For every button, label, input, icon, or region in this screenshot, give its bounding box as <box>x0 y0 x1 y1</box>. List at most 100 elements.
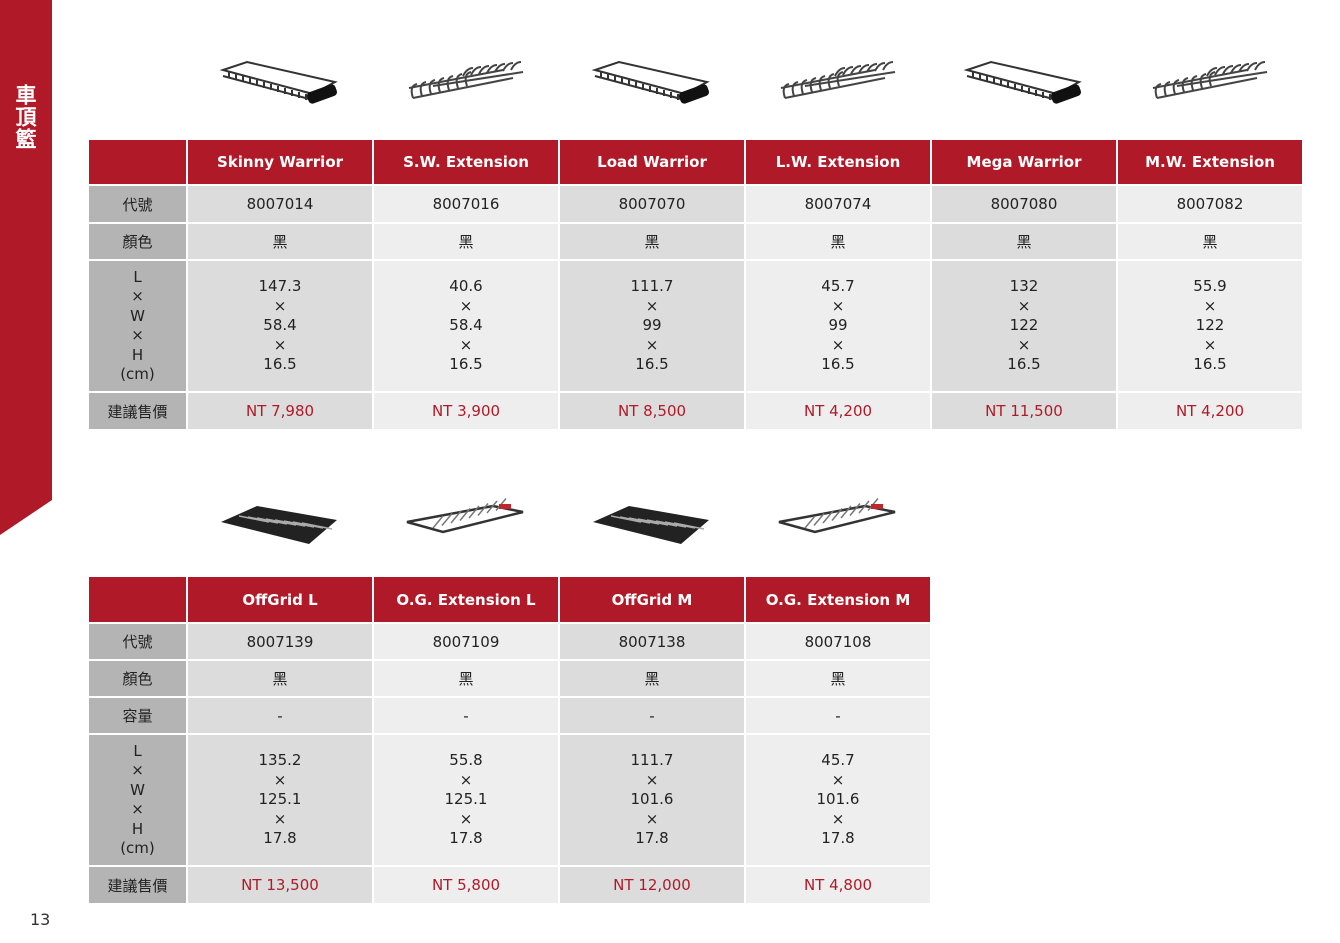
dim-part: 99 <box>828 316 848 335</box>
code-value: 8007016 <box>374 186 558 222</box>
code-value: 8007139 <box>188 624 372 659</box>
spec-table-1: Skinny Warrior S.W. Extension Load Warrior… <box>89 140 1302 429</box>
extension-image <box>372 58 558 108</box>
product-name: Skinny Warrior <box>188 140 372 184</box>
dim-part: × <box>459 335 473 354</box>
dims-value: 45.7 × 101.6 × 17.8 <box>746 735 930 865</box>
code-value: 8007109 <box>374 624 558 659</box>
offgrid-image <box>558 492 744 552</box>
dim-part: × <box>459 770 473 789</box>
dim-part: 125.1 <box>444 790 488 809</box>
capacity-value: - <box>374 698 558 733</box>
dim-part: 122 <box>1009 316 1039 335</box>
dim-part: 45.7 <box>821 751 855 770</box>
dim-part: 125.1 <box>258 790 302 809</box>
price-value: NT 7,980 <box>188 393 372 429</box>
color-value: 黑 <box>1118 224 1302 259</box>
dim-part: H <box>131 345 144 364</box>
dim-part: 17.8 <box>449 829 483 848</box>
dims-value: 55.9 × 122 × 16.5 <box>1118 261 1302 391</box>
dim-part: 122 <box>1195 316 1225 335</box>
offgrid-extension-image <box>744 492 930 552</box>
code-value: 8007082 <box>1118 186 1302 222</box>
dims-value: 135.2 × 125.1 × 17.8 <box>188 735 372 865</box>
product-name: Load Warrior <box>560 140 744 184</box>
code-value: 8007138 <box>560 624 744 659</box>
capacity-value: - <box>560 698 744 733</box>
dim-part: 99 <box>642 316 662 335</box>
dim-part: 16.5 <box>449 355 483 374</box>
dim-part: × <box>831 335 845 354</box>
dim-part: 58.4 <box>263 316 297 335</box>
dim-part: L <box>133 267 142 286</box>
dim-part: × <box>459 809 473 828</box>
dims-value: 111.7 × 99 × 16.5 <box>560 261 744 391</box>
dim-part: L <box>133 741 142 760</box>
dim-part: 16.5 <box>1193 355 1227 374</box>
product-name: O.G. Extension L <box>374 577 558 622</box>
dims-value: 132 × 122 × 16.5 <box>932 261 1116 391</box>
product-images-2 <box>186 492 930 552</box>
row-label-price: 建議售價 <box>89 393 186 429</box>
section-title: 車頂籃 <box>13 84 37 150</box>
dim-part: (cm) <box>120 365 155 383</box>
header-corner <box>89 577 186 622</box>
extension-image <box>744 58 930 108</box>
extension-image <box>1116 58 1302 108</box>
dim-part: × <box>131 287 144 305</box>
price-value: NT 12,000 <box>560 867 744 903</box>
product-images-1 <box>186 58 1302 108</box>
price-value: NT 5,800 <box>374 867 558 903</box>
dim-part: × <box>459 296 473 315</box>
dim-part: 45.7 <box>821 277 855 296</box>
color-value: 黑 <box>560 661 744 696</box>
dim-part: × <box>1203 296 1217 315</box>
color-value: 黑 <box>188 661 372 696</box>
dim-part: 17.8 <box>821 829 855 848</box>
product-name: L.W. Extension <box>746 140 930 184</box>
dim-part: × <box>131 326 144 344</box>
dims-value: 55.8 × 125.1 × 17.8 <box>374 735 558 865</box>
dim-part: × <box>131 800 144 818</box>
row-label-code: 代號 <box>89 624 186 659</box>
dims-value: 45.7 × 99 × 16.5 <box>746 261 930 391</box>
dim-part: 135.2 <box>258 751 302 770</box>
dim-part: × <box>273 809 287 828</box>
dim-part: 40.6 <box>449 277 483 296</box>
dim-part: 111.7 <box>630 277 674 296</box>
color-value: 黑 <box>746 661 930 696</box>
product-name: M.W. Extension <box>1118 140 1302 184</box>
product-name: OffGrid L <box>188 577 372 622</box>
dim-part: 16.5 <box>821 355 855 374</box>
product-name: S.W. Extension <box>374 140 558 184</box>
code-value: 8007014 <box>188 186 372 222</box>
price-value: NT 11,500 <box>932 393 1116 429</box>
dim-part: 132 <box>1009 277 1039 296</box>
dim-part: 55.8 <box>449 751 483 770</box>
offgrid-image <box>186 492 372 552</box>
header-corner <box>89 140 186 184</box>
color-value: 黑 <box>374 224 558 259</box>
dim-part: W <box>130 780 145 799</box>
basket-closed-image <box>930 58 1116 108</box>
dim-part: × <box>645 296 659 315</box>
row-label-price: 建議售價 <box>89 867 186 903</box>
row-label-color: 顏色 <box>89 661 186 696</box>
dim-part: × <box>1017 335 1031 354</box>
dim-part: 58.4 <box>449 316 483 335</box>
dim-part: × <box>273 770 287 789</box>
price-value: NT 3,900 <box>374 393 558 429</box>
dim-part: 147.3 <box>258 277 302 296</box>
dim-part: × <box>831 770 845 789</box>
row-label-code: 代號 <box>89 186 186 222</box>
basket-closed-image <box>558 58 744 108</box>
product-name: OffGrid M <box>560 577 744 622</box>
product-name: Mega Warrior <box>932 140 1116 184</box>
offgrid-extension-image <box>372 492 558 552</box>
dim-part: × <box>831 296 845 315</box>
dim-part: (cm) <box>120 839 155 857</box>
section-tab: 車頂籃 <box>0 0 52 535</box>
capacity-value: - <box>746 698 930 733</box>
basket-closed-image <box>186 58 372 108</box>
dim-part: 17.8 <box>263 829 297 848</box>
